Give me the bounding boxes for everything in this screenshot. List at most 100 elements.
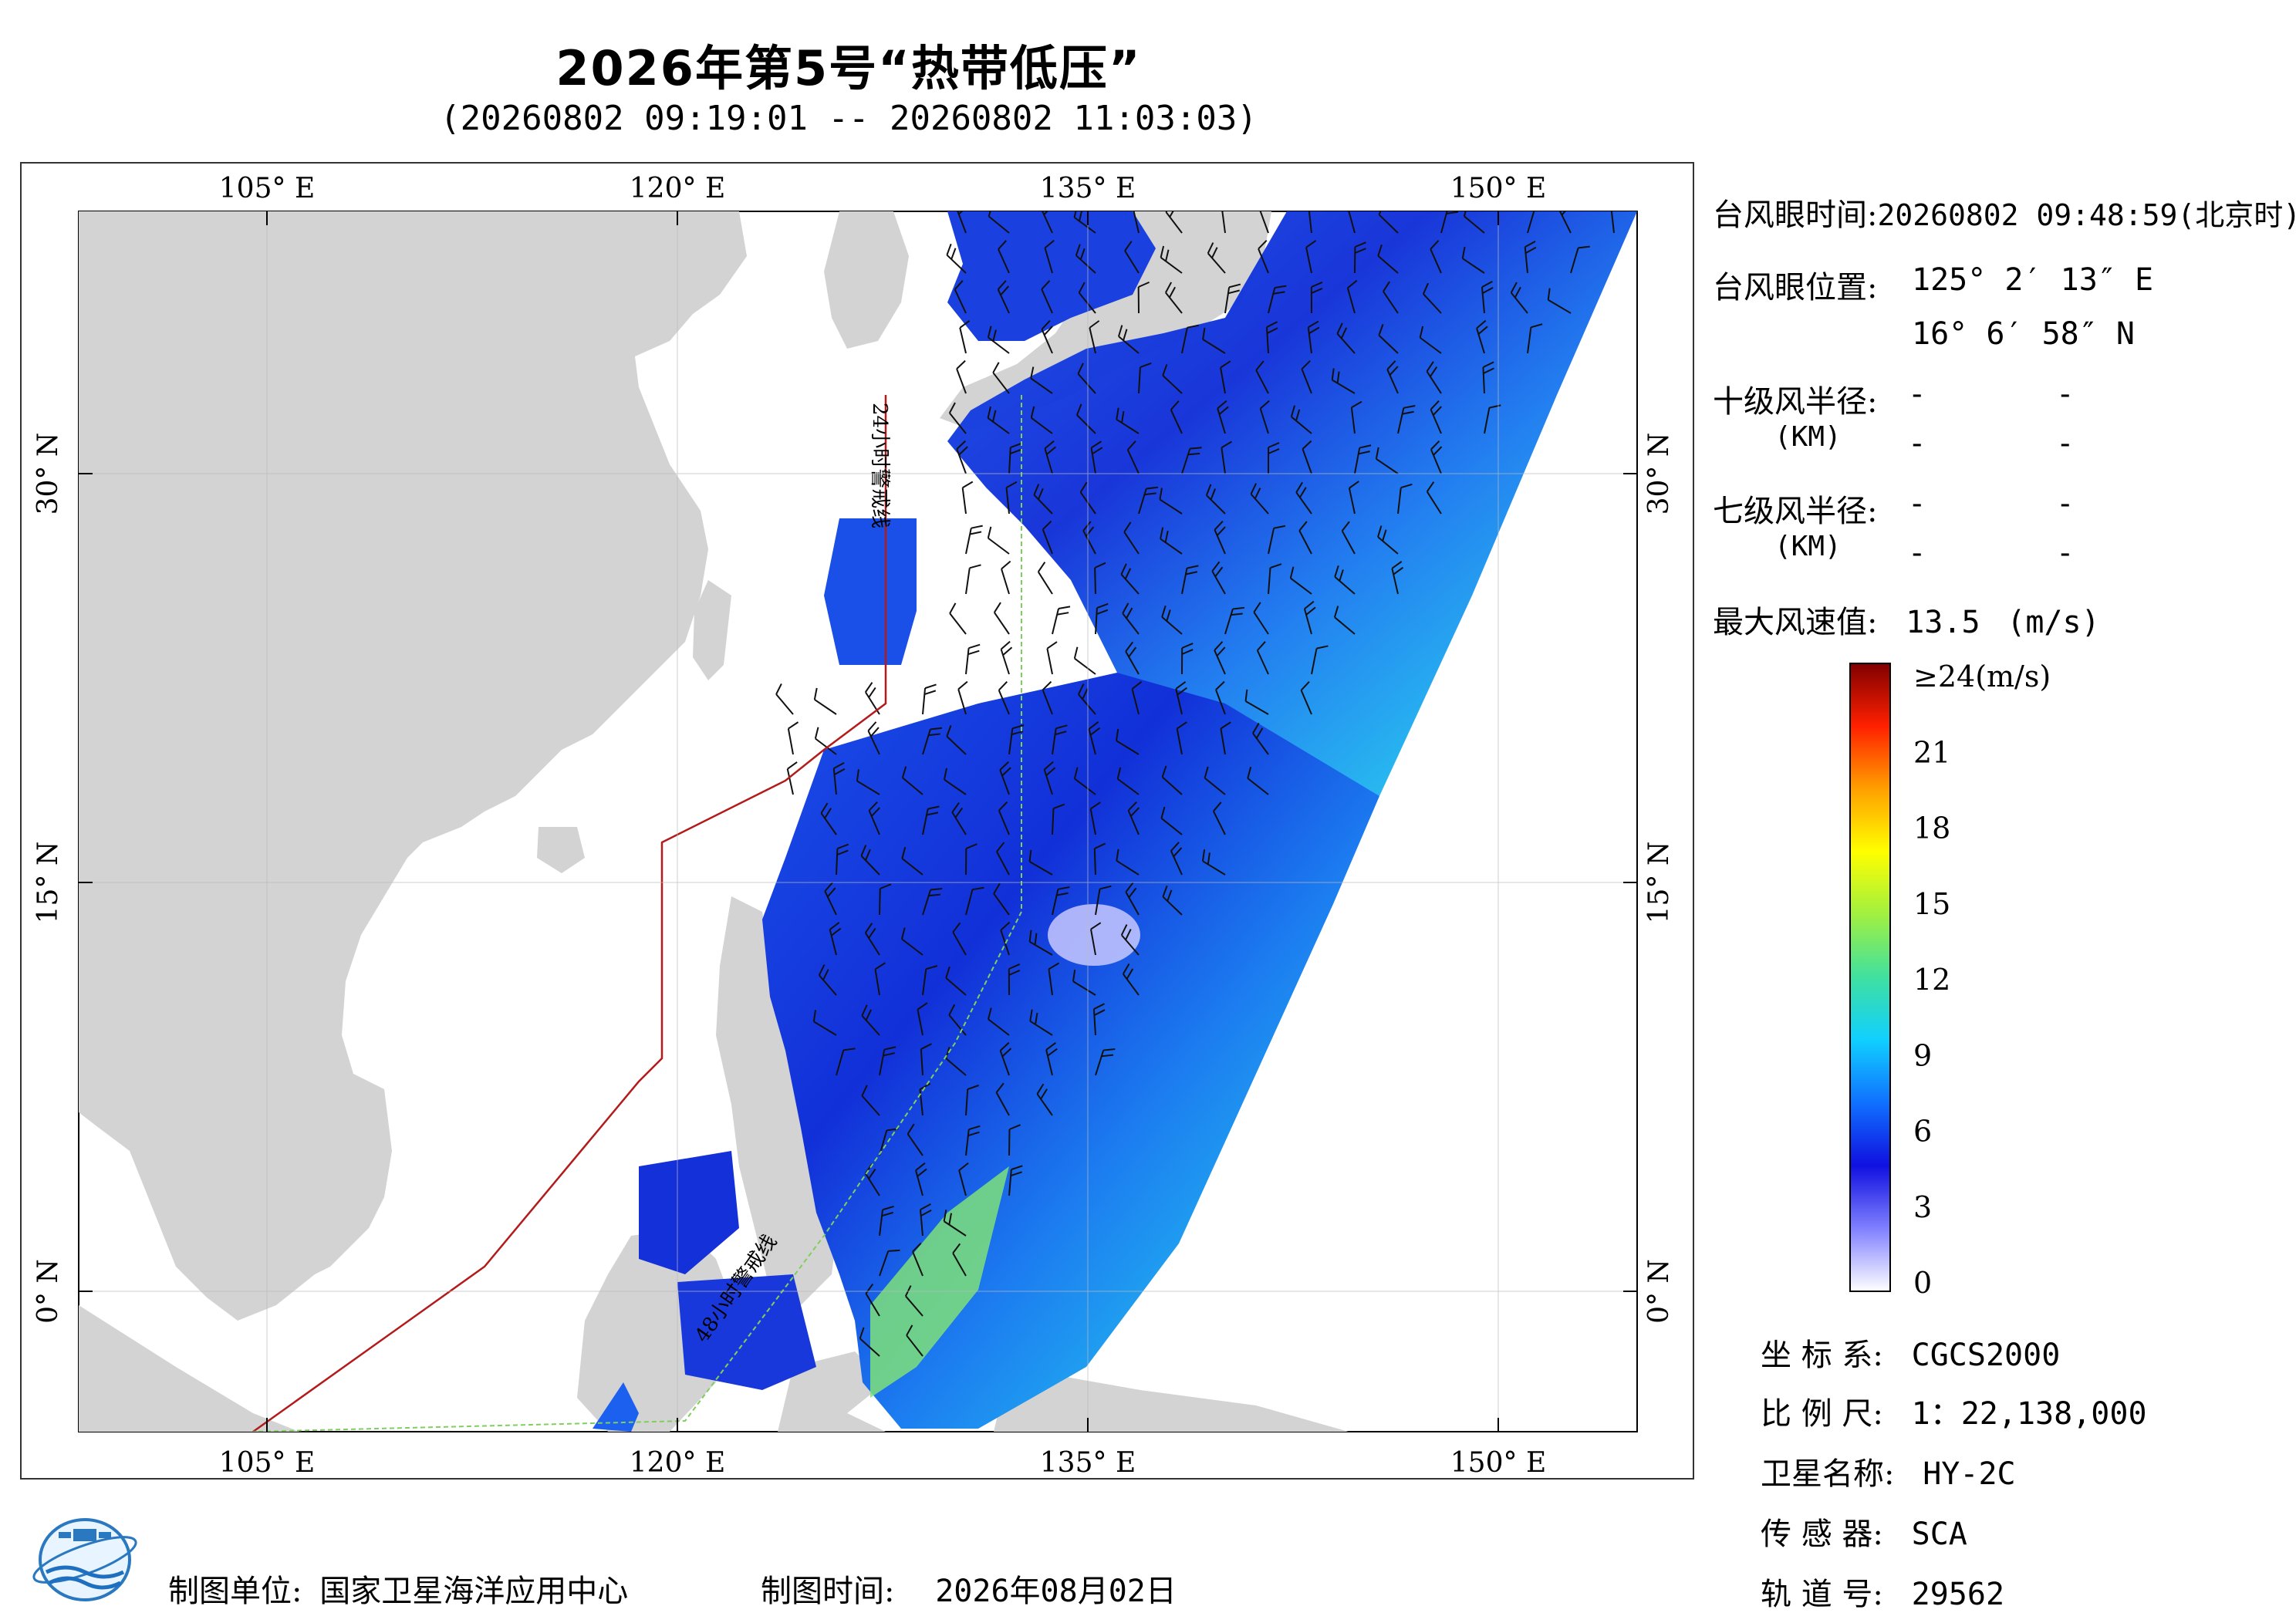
nsoas-logo xyxy=(32,1518,137,1601)
wind-barb xyxy=(1250,483,1269,515)
wind-barb xyxy=(1259,400,1270,434)
wind-barb xyxy=(1207,242,1226,274)
wind-barb xyxy=(1008,724,1025,755)
wind-barb xyxy=(901,766,923,795)
wind-barb xyxy=(1181,565,1199,595)
wind-barb xyxy=(1375,447,1399,474)
sensor-label: 传 感 器: xyxy=(1761,1517,1883,1552)
wind-barb xyxy=(1476,319,1488,354)
wind-swath-japan-sea xyxy=(947,211,1156,341)
wind-barb xyxy=(1610,211,1615,234)
land-taiwan xyxy=(693,580,731,680)
wind-barb xyxy=(946,725,967,755)
wind-barb xyxy=(1094,562,1106,595)
colorbar-label: 18 xyxy=(1913,812,1950,845)
wind-barb xyxy=(1201,849,1226,876)
wind-barb xyxy=(1422,282,1442,314)
lat-tick-label-right: 30° N xyxy=(1643,433,1675,515)
wind-barb xyxy=(1008,963,1021,996)
wind-barb xyxy=(922,965,938,996)
wind-barb xyxy=(1043,761,1056,795)
wind-barb xyxy=(1116,767,1140,795)
lat-tick-label-right: 15° N xyxy=(1643,842,1675,924)
wind-barb xyxy=(1095,602,1109,635)
wind-barb xyxy=(1132,211,1140,234)
wind-barb xyxy=(1125,641,1140,675)
wind-barb xyxy=(1397,405,1416,434)
wind-barb xyxy=(1033,484,1053,515)
satellite-label: 卫星名称: xyxy=(1761,1456,1895,1492)
wind-barb xyxy=(1221,440,1232,474)
lon-tick-label-top: 105° E xyxy=(219,173,315,204)
colorbar-label: 21 xyxy=(1913,735,1950,769)
wind-barb xyxy=(1298,521,1312,555)
wind-swath-sulu xyxy=(639,1151,739,1274)
wind-barb xyxy=(1524,240,1537,274)
wind-barb xyxy=(1558,211,1572,234)
wind-barb xyxy=(1461,246,1485,274)
map-frame: 24小时警戒线 48小时警戒线 105° E 105° E 120° E 120° E… xyxy=(20,162,1694,1480)
wind-barb xyxy=(786,761,798,795)
wind-barb xyxy=(958,1162,969,1196)
wind-barb xyxy=(1052,606,1071,635)
wind-barb xyxy=(901,846,923,876)
wind-barb xyxy=(1048,962,1060,996)
wind-barb xyxy=(1165,211,1183,234)
lon-tick-label-top: 150° E xyxy=(1450,173,1546,204)
wind-barb xyxy=(874,962,886,996)
r10-dash-3: - xyxy=(1912,426,1923,461)
wind-barb xyxy=(1419,326,1442,354)
wind-barb xyxy=(818,964,837,996)
wind-barb xyxy=(1181,324,1200,354)
r7-dash-2: - xyxy=(2060,486,2071,521)
map-maker: 制图单位: 国家卫星海洋应用中心 xyxy=(168,1566,628,1611)
map-date: 制图时间: 2026年08月02日 xyxy=(761,1566,1177,1611)
wind-barb xyxy=(993,882,1010,916)
wind-barb xyxy=(1176,721,1187,755)
wind-barb xyxy=(1255,360,1269,394)
wind-barb xyxy=(1042,520,1053,555)
eye-time: 台风眼时间:20260802 09:48:59(北京时) xyxy=(1713,190,2296,235)
wind-barb xyxy=(1311,645,1329,675)
wind-barb xyxy=(861,1004,880,1036)
wind-barb xyxy=(1334,565,1356,595)
wind-barb xyxy=(814,727,837,755)
map-date-label: 制图时间: xyxy=(761,1574,895,1609)
wind-barb xyxy=(999,761,1011,795)
land-philippines xyxy=(716,896,839,1305)
wind-barb xyxy=(1092,1003,1106,1036)
wind-swath-celebes xyxy=(677,1274,816,1390)
wind-barb xyxy=(1430,400,1442,434)
wind-barb xyxy=(1160,245,1183,274)
wind-barb xyxy=(1165,282,1183,314)
colorbar-label: 9 xyxy=(1913,1038,1932,1072)
wind-barb xyxy=(922,683,937,715)
wind-barb xyxy=(1310,282,1323,314)
wind-barb xyxy=(1300,681,1312,715)
wind-barb xyxy=(998,801,1010,835)
wind-barb xyxy=(1247,767,1269,795)
orbit-value: 29562 xyxy=(1911,1577,2005,1612)
scale: 比 例 尺: 1：22,138,000 xyxy=(1761,1388,2147,1433)
wind-barb xyxy=(956,359,967,394)
sensor-value: SCA xyxy=(1911,1517,1967,1552)
crs-value: CGCS2000 xyxy=(1911,1338,2061,1373)
wind-barb xyxy=(1224,283,1241,314)
wind-barb xyxy=(1088,720,1101,755)
wind-barb xyxy=(957,680,968,715)
wind-barb xyxy=(1305,240,1317,274)
wind-barb xyxy=(787,721,799,755)
wind-barb xyxy=(999,1041,1012,1076)
wind-barb xyxy=(1005,481,1018,515)
wind-barb xyxy=(1170,842,1183,876)
wind-barb xyxy=(1265,321,1278,354)
wind-barb xyxy=(1181,643,1194,675)
wind-barb xyxy=(1302,440,1312,474)
wind-barb xyxy=(859,1327,880,1357)
wind-barb xyxy=(956,211,968,234)
wind-barb xyxy=(961,481,974,515)
wind-barb xyxy=(1089,320,1100,354)
page-title: 2026年第5号“热带低压” xyxy=(555,40,1142,96)
wind-barb xyxy=(1123,521,1140,555)
